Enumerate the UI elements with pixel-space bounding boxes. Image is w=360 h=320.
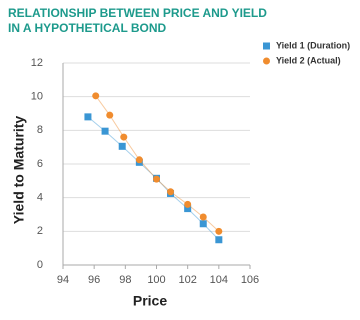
legend-label: Yield 1 (Duration)	[276, 40, 350, 50]
y-tick-label: 4	[37, 192, 43, 204]
x-axis-label: Price	[133, 293, 167, 309]
point	[120, 133, 128, 141]
x-tick-label: 96	[88, 274, 100, 286]
point	[92, 92, 100, 100]
legend-swatch	[263, 57, 270, 65]
x-tick-label: 104	[210, 274, 228, 286]
y-tick-label: 2	[37, 225, 43, 237]
y-axis-label: Yield to Maturity	[11, 116, 27, 225]
x-tick-label: 106	[241, 274, 259, 286]
point	[135, 156, 143, 164]
x-tick-label: 94	[57, 274, 69, 286]
chart-title: RELATIONSHIP BETWEEN PRICE AND YIELD	[8, 6, 267, 20]
point	[118, 142, 126, 150]
point	[106, 111, 114, 119]
x-tick-label: 98	[119, 274, 131, 286]
point	[153, 175, 160, 183]
point	[184, 200, 192, 208]
chart-title: IN A HYPOTHETICAL BOND	[8, 21, 167, 35]
point	[101, 127, 109, 135]
point	[215, 227, 223, 235]
point	[199, 213, 207, 221]
point	[199, 220, 207, 228]
legend-swatch	[263, 42, 270, 50]
point	[215, 236, 223, 244]
point	[167, 188, 175, 196]
point	[84, 113, 92, 121]
y-tick-label: 12	[31, 57, 43, 69]
y-tick-label: 10	[31, 91, 43, 103]
legend-label: Yield 2 (Actual)	[276, 55, 341, 65]
y-tick-label: 6	[37, 158, 43, 170]
point	[184, 205, 192, 213]
y-tick-label: 0	[37, 259, 43, 271]
y-tick-label: 8	[37, 124, 43, 136]
x-tick-label: 100	[147, 274, 165, 286]
x-tick-label: 102	[178, 274, 196, 286]
